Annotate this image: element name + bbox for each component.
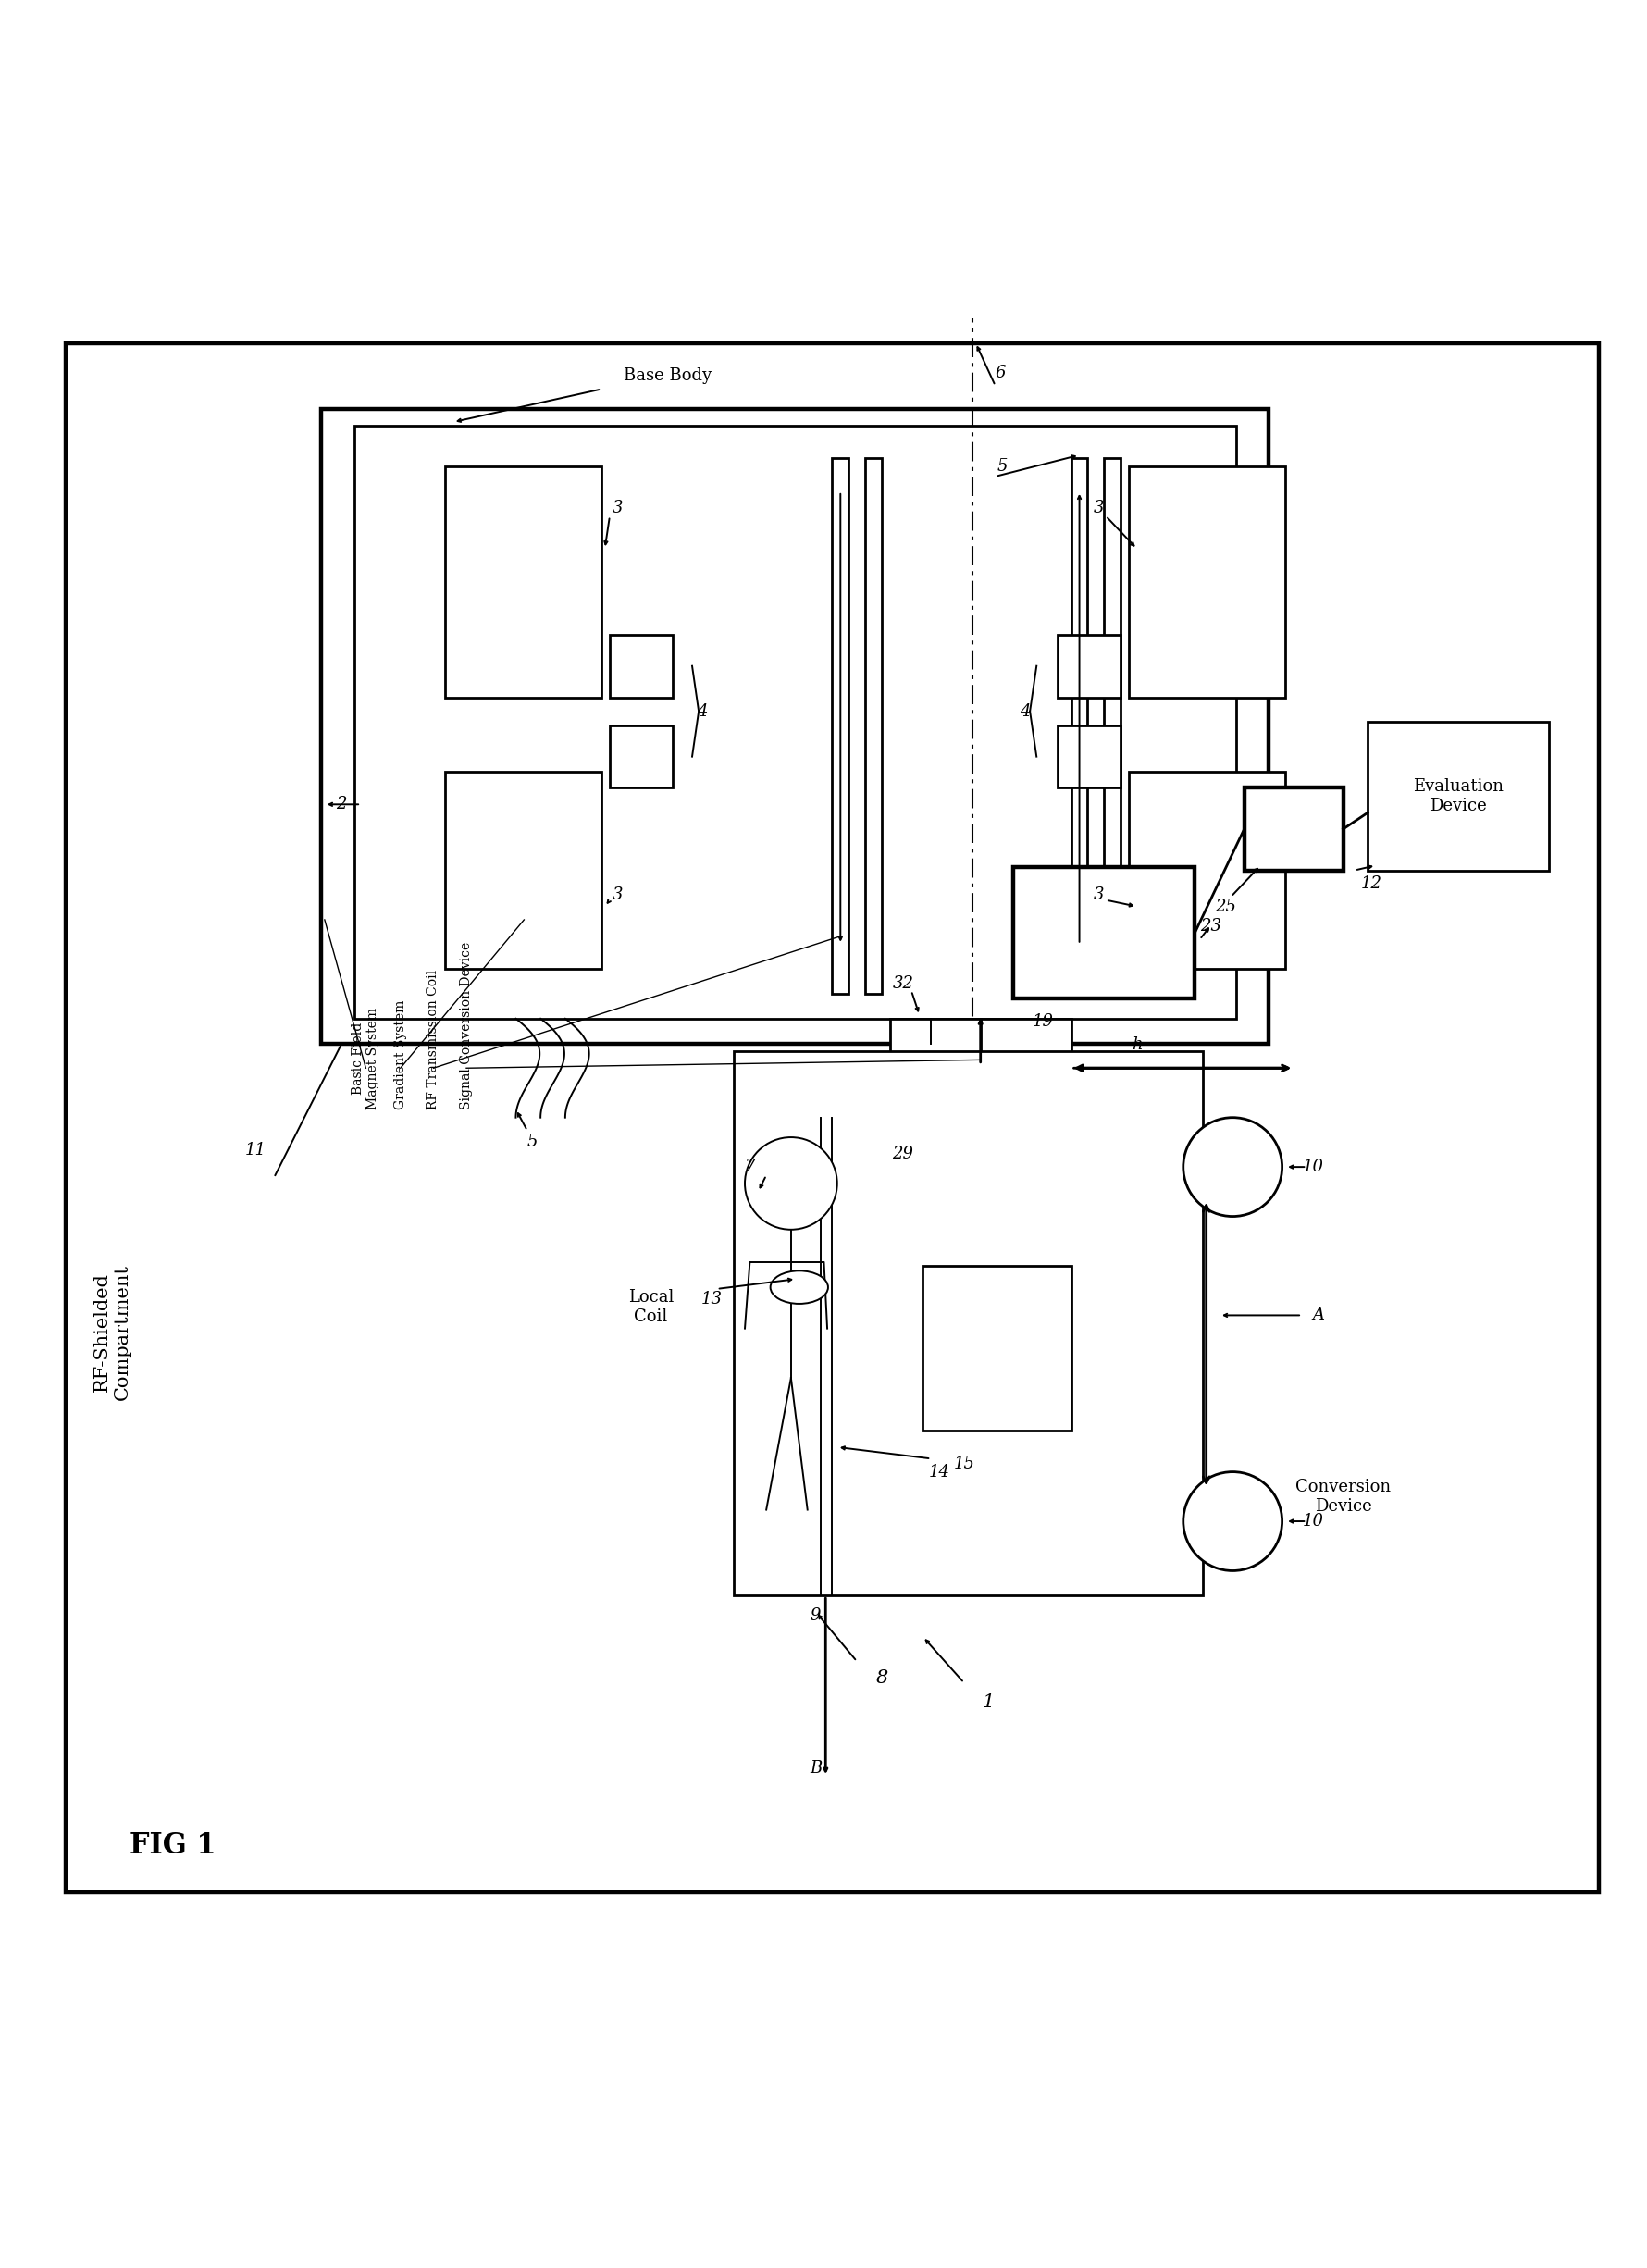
Bar	[1057, 726, 1120, 787]
Text: RF Transmission Coil: RF Transmission Coil	[427, 968, 440, 1109]
Text: 3: 3	[613, 887, 623, 903]
Text: A: A	[1311, 1306, 1324, 1325]
Text: 3: 3	[1094, 499, 1103, 517]
Bar	[445, 467, 601, 696]
Bar	[1057, 635, 1120, 696]
Text: 14: 14	[929, 1463, 949, 1481]
Text: 3: 3	[613, 499, 623, 517]
Circle shape	[744, 1136, 837, 1229]
Text: Local
Coil: Local Coil	[628, 1288, 674, 1325]
Bar	[1367, 721, 1548, 871]
Bar	[445, 771, 601, 968]
Bar	[354, 426, 1235, 1018]
Text: 25: 25	[1215, 898, 1235, 914]
Bar	[922, 1266, 1071, 1431]
Text: 10: 10	[1303, 1513, 1323, 1529]
Bar	[1103, 458, 1120, 993]
Bar	[733, 1052, 1202, 1594]
Text: 3: 3	[1094, 887, 1103, 903]
Text: B: B	[809, 1760, 822, 1776]
Bar	[1128, 467, 1285, 696]
Text: 4: 4	[697, 703, 707, 719]
Text: 5: 5	[527, 1134, 537, 1150]
Text: 19: 19	[1033, 1014, 1052, 1030]
Text: 7: 7	[744, 1159, 754, 1175]
Text: 9: 9	[810, 1608, 820, 1624]
Bar	[832, 458, 848, 993]
Text: 12: 12	[1360, 875, 1380, 891]
Text: 23: 23	[1201, 919, 1220, 934]
Ellipse shape	[769, 1270, 827, 1304]
Text: 6: 6	[995, 365, 1005, 381]
Text: Gradient System: Gradient System	[394, 1000, 407, 1109]
Text: 4: 4	[1019, 703, 1029, 719]
Text: 8: 8	[875, 1669, 888, 1687]
Text: 13: 13	[702, 1290, 721, 1306]
Text: 29: 29	[893, 1145, 912, 1161]
Text: 11: 11	[245, 1143, 265, 1159]
Bar	[321, 408, 1268, 1043]
Bar	[865, 458, 881, 993]
Circle shape	[1183, 1118, 1281, 1216]
Text: Evaluation
Device: Evaluation Device	[1411, 778, 1504, 814]
Text: 1: 1	[982, 1694, 995, 1712]
Text: Conversion
Device: Conversion Device	[1295, 1479, 1390, 1515]
Bar	[1071, 458, 1087, 993]
Circle shape	[1183, 1472, 1281, 1572]
Text: Basic Field
Magnet System: Basic Field Magnet System	[352, 1007, 379, 1109]
Bar	[609, 726, 672, 787]
Text: Signal Conversion Device: Signal Conversion Device	[460, 941, 473, 1109]
Text: 2: 2	[336, 796, 346, 812]
Text: 10: 10	[1303, 1159, 1323, 1175]
Text: FIG 1: FIG 1	[130, 1833, 216, 1860]
Bar	[889, 1018, 1071, 1118]
Text: 5: 5	[996, 458, 1006, 474]
Text: Base Body: Base Body	[623, 367, 712, 383]
Bar	[1013, 866, 1194, 998]
Bar	[609, 635, 672, 696]
Bar	[1243, 787, 1342, 871]
Text: h: h	[1131, 1036, 1141, 1052]
Text: RF-Shielded
Compartment: RF-Shielded Compartment	[92, 1263, 132, 1399]
Bar	[1128, 771, 1285, 968]
Text: 32: 32	[893, 975, 912, 993]
Text: 15: 15	[954, 1456, 973, 1472]
